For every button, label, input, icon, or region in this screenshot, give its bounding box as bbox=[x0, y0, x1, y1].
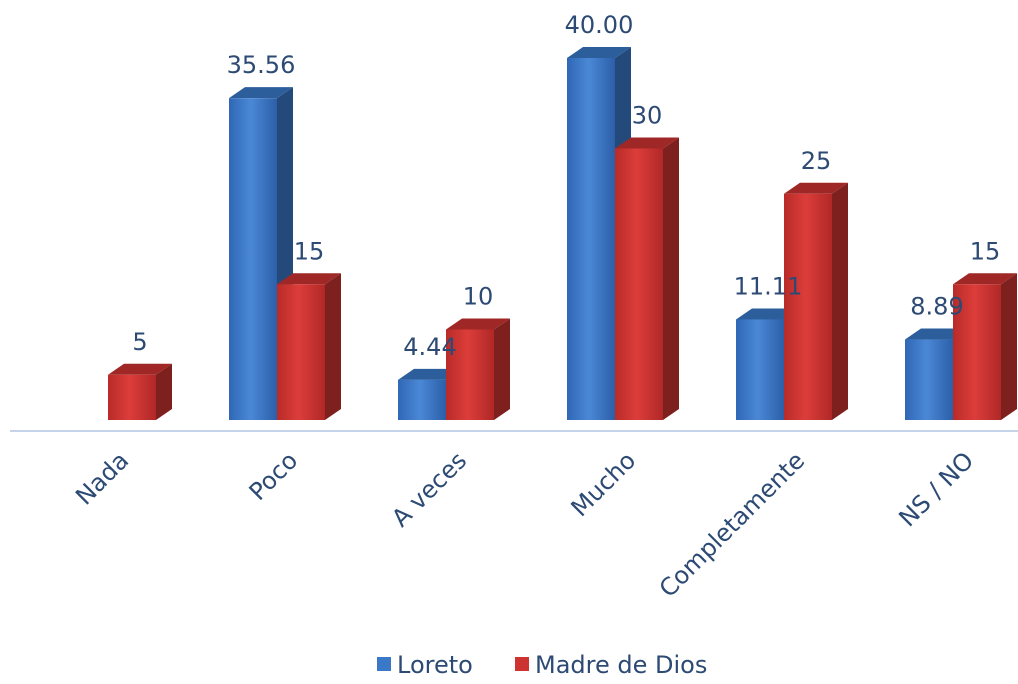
data-label: 35.56 bbox=[227, 51, 296, 79]
data-label: 4.44 bbox=[403, 333, 456, 361]
category-label: Nada bbox=[70, 446, 134, 510]
bar-madre-de-dios-mucho bbox=[615, 137, 679, 420]
data-label: 15 bbox=[970, 237, 1001, 265]
legend-swatch bbox=[377, 657, 391, 671]
data-label: 25 bbox=[801, 147, 832, 175]
bar-front bbox=[953, 284, 1001, 420]
bar-front bbox=[229, 98, 277, 420]
bar-madre-de-dios-poco bbox=[277, 273, 341, 420]
bar-madre-de-dios-completamente bbox=[784, 182, 848, 420]
bar-top bbox=[784, 182, 848, 194]
data-label: 11.11 bbox=[734, 272, 803, 300]
data-label: 15 bbox=[294, 237, 325, 265]
bar-front bbox=[277, 284, 325, 420]
bar-madre-de-dios-a-veces bbox=[446, 318, 510, 420]
category-label: NS / NO bbox=[893, 446, 979, 532]
bars-layer bbox=[108, 47, 1017, 420]
bar-madre-de-dios-nada bbox=[108, 363, 172, 420]
bar-front bbox=[736, 319, 784, 420]
bar-top bbox=[953, 273, 1017, 285]
data-label: 10 bbox=[463, 283, 494, 311]
bar-side bbox=[663, 137, 679, 420]
data-label: 30 bbox=[632, 102, 663, 130]
bar-side bbox=[325, 273, 341, 420]
bar-top bbox=[615, 137, 679, 149]
bar-front bbox=[398, 379, 446, 420]
bar-front bbox=[567, 58, 615, 420]
bar-front bbox=[446, 329, 494, 420]
bar-top bbox=[567, 47, 631, 58]
category-labels-layer: Nada Poco A veces Mucho Completamente NS / NO bbox=[70, 446, 979, 602]
data-label: 5 bbox=[132, 328, 147, 356]
category-label: A veces bbox=[386, 446, 472, 532]
bar-front bbox=[108, 374, 156, 420]
bar-side bbox=[494, 318, 510, 420]
legend-swatch bbox=[515, 657, 529, 671]
bar-side bbox=[832, 182, 848, 420]
bar-madre-de-dios-ns-no bbox=[953, 273, 1017, 420]
bar-top bbox=[229, 87, 293, 99]
data-label: 8.89 bbox=[910, 293, 963, 321]
category-label: Completamente bbox=[654, 446, 810, 602]
legend: Loreto Madre de Dios bbox=[377, 651, 707, 679]
bar-top bbox=[446, 318, 510, 330]
bar-front bbox=[615, 148, 663, 420]
legend-label: Madre de Dios bbox=[535, 651, 707, 679]
bar-side bbox=[1001, 273, 1017, 420]
bar-side bbox=[156, 363, 172, 420]
category-label: Mucho bbox=[566, 446, 642, 522]
bar-front bbox=[784, 193, 832, 420]
bar-top bbox=[277, 273, 341, 285]
bar-top bbox=[108, 363, 172, 375]
bar-front bbox=[905, 339, 953, 420]
data-label: 40.00 bbox=[565, 11, 634, 39]
category-label: Poco bbox=[244, 446, 304, 506]
legend-label: Loreto bbox=[397, 651, 473, 679]
